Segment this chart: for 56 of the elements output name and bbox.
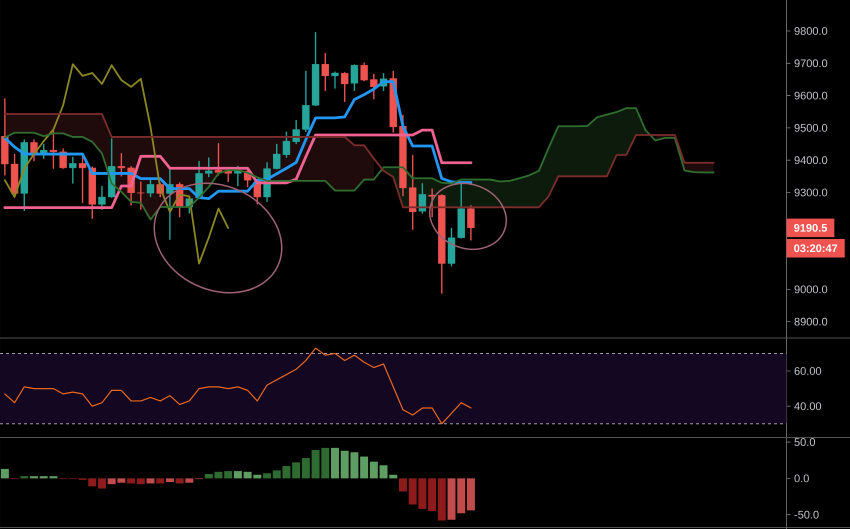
y-tick-label: 8900.0: [794, 318, 828, 326]
bar: [176, 478, 184, 484]
candlestick: [10, 154, 18, 195]
y-tick-label: 50.0: [794, 438, 815, 446]
candlestick: [78, 154, 86, 204]
candlestick: [282, 132, 290, 158]
bar: [156, 478, 164, 484]
bar: [136, 478, 145, 484]
y-tick-label: 9600.0: [794, 92, 828, 100]
candlestick: [69, 156, 77, 184]
line-series: [4, 63, 230, 264]
candlestick: [146, 179, 154, 198]
bar: [272, 470, 281, 478]
candlestick: [438, 194, 446, 294]
bar: [389, 474, 398, 478]
candlestick: [467, 205, 475, 240]
y-tick-label: 9300.0: [794, 188, 828, 196]
bar: [253, 474, 262, 478]
bar: [98, 478, 106, 489]
bar: [88, 478, 96, 486]
candlestick: [341, 72, 348, 102]
candlestick: [302, 70, 310, 132]
bar: [127, 478, 136, 484]
y-tick-label: 9000.0: [794, 285, 828, 294]
candlestick: [312, 32, 320, 106]
text: 03:20:47: [794, 244, 838, 252]
bar: [0, 468, 9, 478]
candlestick: [448, 228, 456, 266]
candlestick: [205, 157, 212, 178]
bar: [438, 478, 446, 520]
candlestick: [273, 144, 280, 170]
bar: [166, 478, 174, 482]
candlestick: [331, 71, 339, 89]
text: 9190.5: [794, 224, 828, 232]
bar: [263, 473, 272, 478]
bar: [466, 478, 475, 510]
candlestick: [350, 64, 358, 91]
y-tick-label: -50.0: [794, 510, 819, 519]
candlestick: [418, 183, 426, 214]
bar: [146, 478, 154, 484]
candlestick: [98, 186, 106, 210]
candlestick: [360, 62, 368, 82]
y-tick-label: 40.00: [794, 402, 822, 410]
candlestick: [408, 154, 416, 230]
bar: [117, 478, 126, 483]
y-tick-label: 9700.0: [794, 59, 828, 68]
bar: [108, 478, 116, 484]
y-tick-label: 9500.0: [794, 124, 828, 132]
candlestick: [1, 98, 9, 176]
y-tick-label: 9800.0: [794, 27, 828, 35]
bar: [321, 448, 330, 478]
y-tick-label: 60.00: [794, 367, 822, 375]
candlestick: [322, 53, 329, 91]
y-tick-label: 0.0: [794, 474, 809, 482]
y-tick-label: 9400.0: [794, 156, 828, 164]
candlestick: [458, 183, 465, 239]
